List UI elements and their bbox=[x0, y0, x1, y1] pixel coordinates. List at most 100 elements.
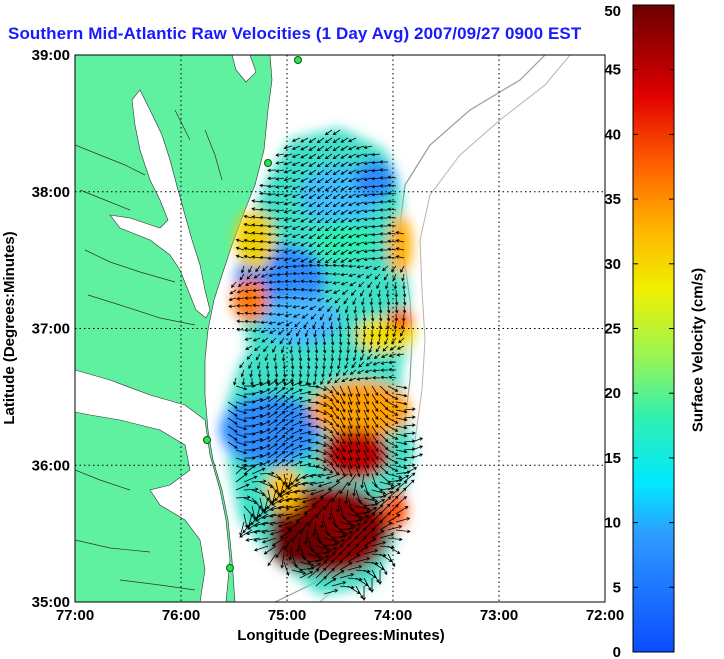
velocity-arrow bbox=[243, 487, 259, 492]
velocity-arrow bbox=[368, 345, 373, 354]
velocity-arrow bbox=[355, 249, 365, 254]
velocity-arrow bbox=[275, 419, 286, 427]
velocity-arrow bbox=[394, 313, 399, 322]
velocity-arrow bbox=[316, 225, 325, 232]
velocity-arrow bbox=[348, 257, 357, 263]
velocity-arrow bbox=[260, 303, 269, 308]
velocity-arrow bbox=[283, 411, 294, 419]
velocity-arrow bbox=[243, 246, 253, 251]
velocity-arrow bbox=[244, 289, 253, 293]
velocity-arrow bbox=[251, 438, 264, 443]
velocity-arrow bbox=[383, 273, 389, 281]
velocity-arrow bbox=[275, 427, 286, 435]
velocity-vectors bbox=[227, 129, 424, 601]
velocity-arrow bbox=[300, 169, 309, 175]
velocity-arrow bbox=[315, 567, 327, 579]
velocity-arrow bbox=[321, 329, 326, 338]
velocity-arrow bbox=[275, 233, 285, 237]
velocity-arrow bbox=[300, 305, 309, 310]
velocity-arrow bbox=[339, 409, 346, 421]
velocity-arrow bbox=[403, 407, 416, 411]
velocity-arrow bbox=[363, 209, 373, 214]
velocity-arrow bbox=[283, 185, 293, 190]
velocity-arrow bbox=[371, 409, 379, 421]
velocity-arrow bbox=[259, 231, 269, 236]
velocity-arrow bbox=[316, 193, 325, 200]
velocity-arrow bbox=[283, 443, 294, 451]
velocity-arrow bbox=[315, 545, 331, 551]
velocity-arrow bbox=[243, 230, 253, 235]
velocity-arrow bbox=[333, 289, 341, 294]
colorbar-tick-label: 20 bbox=[604, 385, 621, 402]
velocity-arrow bbox=[291, 412, 303, 419]
velocity-arrow bbox=[382, 345, 389, 352]
velocity-arrow bbox=[354, 337, 359, 346]
station-marker bbox=[264, 159, 272, 167]
velocity-arrow bbox=[348, 249, 357, 255]
velocity-arrow bbox=[235, 457, 248, 463]
velocity-arrow bbox=[227, 409, 238, 417]
velocity-arrow bbox=[291, 380, 303, 387]
velocity-arrow bbox=[307, 563, 322, 571]
velocity-arrow bbox=[275, 225, 285, 229]
velocity-arrow bbox=[299, 521, 309, 535]
velocity-arrow bbox=[371, 417, 379, 429]
velocity-arrow bbox=[300, 271, 309, 276]
velocity-arrow bbox=[363, 169, 373, 174]
velocity-arrow bbox=[235, 495, 251, 500]
velocity-arrow bbox=[306, 361, 311, 370]
velocity-arrow bbox=[292, 313, 301, 318]
velocity-arrow bbox=[291, 444, 303, 451]
velocity-arrow bbox=[379, 533, 395, 539]
velocity-arrow bbox=[271, 497, 285, 506]
velocity-arrow bbox=[275, 177, 285, 181]
velocity-arrow bbox=[379, 449, 389, 459]
velocity-arrow bbox=[316, 297, 325, 302]
velocity-arrow bbox=[275, 169, 285, 173]
velocity-arrow bbox=[402, 305, 407, 314]
velocity-arrow bbox=[250, 377, 254, 386]
velocity-arrow bbox=[331, 417, 340, 428]
velocity-arrow bbox=[355, 409, 361, 422]
velocity-arrow bbox=[372, 361, 381, 366]
velocity-arrow bbox=[353, 305, 358, 314]
velocity-arrow bbox=[387, 537, 403, 542]
velocity-arrow bbox=[336, 497, 341, 513]
velocity-arrow bbox=[395, 247, 405, 251]
velocity-arrow bbox=[395, 239, 405, 243]
velocity-arrow bbox=[241, 377, 246, 386]
velocity-arrow bbox=[291, 209, 301, 214]
colorbar-tick-label: 0 bbox=[613, 644, 621, 659]
velocity-arrow bbox=[403, 431, 416, 435]
velocity-arrow bbox=[314, 337, 318, 346]
velocity-arrow bbox=[300, 279, 309, 284]
velocity-arrow bbox=[275, 193, 285, 197]
velocity-arrow bbox=[244, 296, 253, 300]
velocity-arrow bbox=[299, 398, 312, 403]
velocity-arrow bbox=[340, 249, 349, 255]
velocity-arrow bbox=[275, 395, 286, 403]
velocity-arrow bbox=[283, 193, 293, 198]
velocity-arrow bbox=[379, 561, 388, 576]
velocity-arrow bbox=[314, 361, 319, 370]
velocity-arrow bbox=[301, 473, 317, 479]
velocity-arrow bbox=[395, 255, 405, 259]
velocity-arrow bbox=[323, 497, 333, 511]
velocity-arrow bbox=[379, 522, 393, 531]
velocity-arrow bbox=[387, 433, 399, 440]
velocity-arrow bbox=[275, 257, 285, 261]
velocity-arrow bbox=[299, 446, 312, 451]
velocity-arrow bbox=[371, 168, 381, 173]
velocity-arrow bbox=[282, 369, 287, 378]
velocity-arrow bbox=[255, 265, 261, 273]
velocity-arrow bbox=[371, 232, 381, 237]
velocity-arrow bbox=[331, 433, 340, 444]
velocity-arrow bbox=[401, 273, 405, 282]
velocity-arrow bbox=[355, 515, 370, 523]
velocity-arrow bbox=[386, 313, 391, 322]
velocity-arrow bbox=[340, 233, 349, 239]
velocity-arrow bbox=[334, 297, 341, 304]
velocity-arrow bbox=[252, 295, 261, 300]
velocity-arrow bbox=[242, 521, 253, 534]
velocity-arrow bbox=[396, 345, 405, 350]
